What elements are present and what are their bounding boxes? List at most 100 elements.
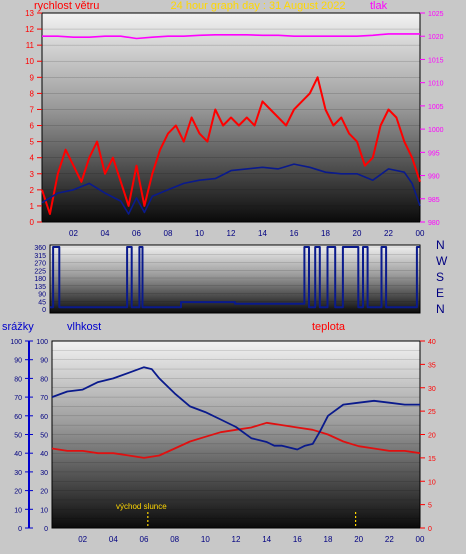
time-tick-label: 08 — [164, 229, 173, 238]
time-tick-label: 10 — [195, 229, 204, 238]
time-tick-label: 06 — [132, 229, 141, 238]
time-tick-label: 00 — [416, 229, 425, 238]
humidity-plot-area — [51, 340, 421, 529]
time-tick-label: 06 — [140, 535, 149, 544]
wind-tick-label: 12 — [25, 25, 34, 34]
wind-tick-label: 13 — [25, 9, 34, 18]
time-tick-label: 14 — [262, 535, 271, 544]
rain-tick-label: 50 — [14, 433, 22, 440]
pressure-tick-label: 1020 — [428, 34, 444, 41]
time-tick-label: 04 — [109, 535, 118, 544]
pressure-tick-label: 1025 — [428, 11, 444, 18]
humidity-axis-label: vlhkost — [67, 321, 101, 333]
direction-tick-label: 45 — [38, 299, 46, 306]
direction-line — [50, 246, 420, 309]
wind-tick-label: 9 — [30, 73, 35, 82]
time-tick-label: 20 — [353, 229, 362, 238]
temperature-line — [51, 421, 421, 459]
direction-tick-label: 0 — [42, 307, 46, 314]
direction-tick-label: 90 — [38, 292, 46, 299]
rain-tick-label: 0 — [18, 526, 22, 533]
compass-label: W — [436, 254, 448, 268]
time-tick-label: 18 — [321, 229, 330, 238]
time-tick-label: 02 — [69, 229, 78, 238]
wind-tick-label: 11 — [26, 41, 35, 50]
temperature-tick-label: 30 — [428, 386, 436, 393]
time-tick-label: 02 — [78, 535, 87, 544]
time-tick-label: 08 — [170, 535, 179, 544]
humidity-tick-label: 0 — [44, 526, 48, 533]
temperature-tick-label: 10 — [428, 479, 436, 486]
time-tick-label: 22 — [385, 535, 394, 544]
time-tick-label: 12 — [232, 535, 241, 544]
time-tick-label: 12 — [227, 229, 236, 238]
direction-tick-label: 315 — [34, 253, 46, 260]
compass-label: N — [436, 302, 445, 316]
wind-tick-label: 0 — [30, 218, 35, 227]
wind-tick-label: 3 — [30, 170, 35, 179]
pressure-tick-label: 1010 — [428, 81, 444, 88]
rain-tick-label: 80 — [14, 376, 22, 383]
direction-tick-label: 135 — [34, 284, 46, 291]
time-tick-label: 20 — [354, 535, 363, 544]
direction-tick-label: 225 — [34, 268, 46, 275]
wind-tick-label: 8 — [30, 89, 35, 98]
direction-tick-label: 270 — [34, 261, 46, 268]
time-tick-label: 16 — [290, 229, 299, 238]
rain-tick-label: 40 — [14, 451, 22, 458]
wind-average-line — [41, 163, 421, 215]
humidity-line — [51, 366, 420, 451]
sunrise-label: východ slunce — [116, 502, 167, 511]
humidity-tick-label: 20 — [40, 489, 48, 496]
rain-tick-label: 30 — [14, 470, 22, 477]
humidity-tick-label: 10 — [40, 507, 48, 514]
time-tick-label: 00 — [416, 535, 425, 544]
wind-axis-label: rychlost větru — [34, 0, 99, 12]
rain-tick-label: 60 — [14, 414, 22, 421]
humidity-tick-label: 60 — [40, 414, 48, 421]
temperature-tick-label: 15 — [428, 456, 436, 463]
temperature-tick-label: 25 — [428, 409, 436, 416]
wind-gust-line — [41, 76, 421, 215]
time-tick-label: 16 — [293, 535, 302, 544]
rain-tick-label: 100 — [10, 339, 22, 346]
time-tick-label: 18 — [324, 535, 333, 544]
pressure-tick-label: 1015 — [428, 57, 444, 64]
time-tick-label: 10 — [201, 535, 210, 544]
time-tick-label: 14 — [258, 229, 267, 238]
temperature-tick-label: 40 — [428, 339, 436, 346]
wind-tick-label: 5 — [30, 138, 35, 147]
direction-tick-label: 360 — [34, 245, 46, 252]
humidity-tick-label: 70 — [40, 395, 48, 402]
rain-tick-label: 10 — [14, 507, 22, 514]
pressure-tick-label: 980 — [428, 220, 440, 227]
rain-axis-label: srážky — [2, 321, 34, 333]
compass-label: S — [436, 270, 444, 284]
temperature-tick-label: 20 — [428, 433, 436, 440]
direction-tick-label: 180 — [34, 276, 46, 283]
wind-tick-label: 4 — [30, 154, 35, 163]
rain-tick-label: 70 — [14, 395, 22, 402]
humidity-tick-label: 40 — [40, 451, 48, 458]
humidity-tick-label: 30 — [40, 470, 48, 477]
wind-tick-label: 10 — [25, 57, 34, 66]
chart-title: 24 hour graph day : 31 August 2022 — [171, 0, 346, 12]
humidity-tick-label: 100 — [36, 339, 48, 346]
temperature-tick-label: 35 — [428, 362, 436, 369]
wind-tick-label: 1 — [30, 202, 35, 211]
temperature-axis-label: teplota — [312, 321, 346, 333]
compass-label: N — [436, 238, 445, 252]
pressure-tick-label: 990 — [428, 174, 440, 181]
temperature-tick-label: 0 — [428, 526, 432, 533]
pressure-line — [42, 33, 420, 40]
wind-tick-label: 7 — [30, 105, 35, 114]
pressure-tick-label: 1000 — [428, 127, 444, 134]
compass-label: E — [436, 286, 444, 300]
pressure-tick-label: 985 — [428, 197, 440, 204]
wind-tick-label: 2 — [30, 186, 35, 195]
pressure-tick-label: 995 — [428, 150, 440, 157]
